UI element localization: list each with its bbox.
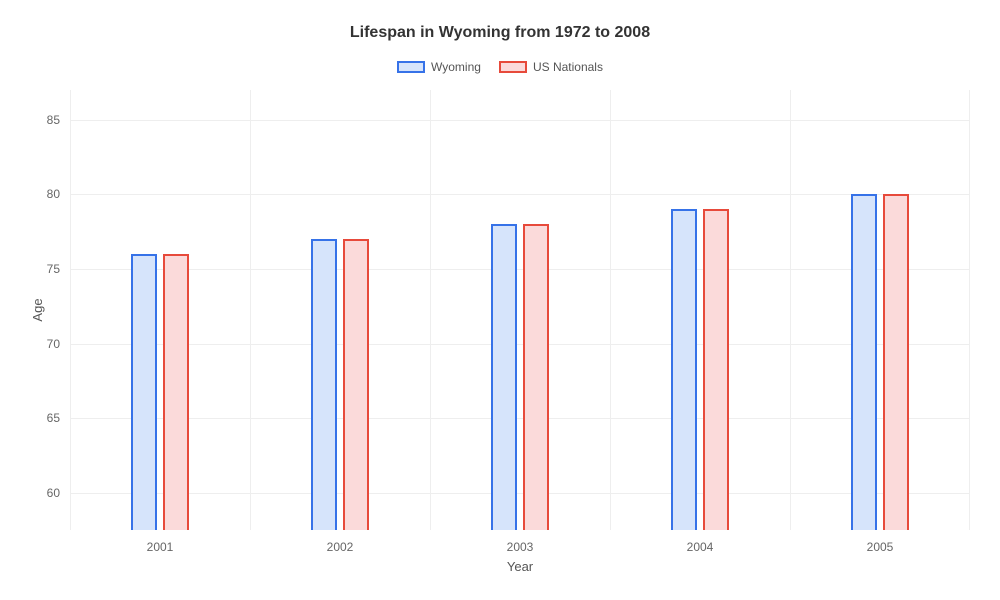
y-tick-label: 60 <box>47 486 70 500</box>
gridline-vertical <box>969 90 970 530</box>
y-tick-label: 80 <box>47 187 70 201</box>
gridline-horizontal <box>70 344 970 345</box>
bar <box>311 239 337 530</box>
gridline-vertical <box>610 90 611 530</box>
bar <box>491 224 517 530</box>
plot-area: Age Year 6065707580852001200220032004200… <box>70 90 970 530</box>
bar <box>671 209 697 530</box>
gridline-vertical <box>250 90 251 530</box>
bar <box>883 194 909 530</box>
x-tick-label: 2004 <box>687 530 714 554</box>
chart-legend: Wyoming US Nationals <box>0 60 1000 74</box>
bar <box>343 239 369 530</box>
y-axis-label: Age <box>30 298 45 321</box>
gridline-horizontal <box>70 418 970 419</box>
legend-label-wyoming: Wyoming <box>431 60 481 74</box>
x-tick-label: 2002 <box>327 530 354 554</box>
bar <box>703 209 729 530</box>
bar <box>523 224 549 530</box>
gridline-horizontal <box>70 120 970 121</box>
x-axis-label: Year <box>507 559 533 574</box>
gridline-horizontal <box>70 269 970 270</box>
gridline-vertical <box>430 90 431 530</box>
y-tick-label: 85 <box>47 113 70 127</box>
legend-label-us-nationals: US Nationals <box>533 60 603 74</box>
x-tick-label: 2005 <box>867 530 894 554</box>
y-tick-label: 65 <box>47 411 70 425</box>
gridline-vertical <box>790 90 791 530</box>
y-tick-label: 70 <box>47 337 70 351</box>
bar <box>163 254 189 530</box>
bar <box>851 194 877 530</box>
legend-swatch-wyoming <box>397 61 425 73</box>
gridline-vertical <box>70 90 71 530</box>
legend-swatch-us-nationals <box>499 61 527 73</box>
gridline-horizontal <box>70 194 970 195</box>
legend-item-us-nationals: US Nationals <box>499 60 603 74</box>
chart-title: Lifespan in Wyoming from 1972 to 2008 <box>0 24 1000 42</box>
y-tick-label: 75 <box>47 262 70 276</box>
x-tick-label: 2001 <box>147 530 174 554</box>
bar <box>131 254 157 530</box>
x-tick-label: 2003 <box>507 530 534 554</box>
legend-item-wyoming: Wyoming <box>397 60 481 74</box>
gridline-horizontal <box>70 493 970 494</box>
